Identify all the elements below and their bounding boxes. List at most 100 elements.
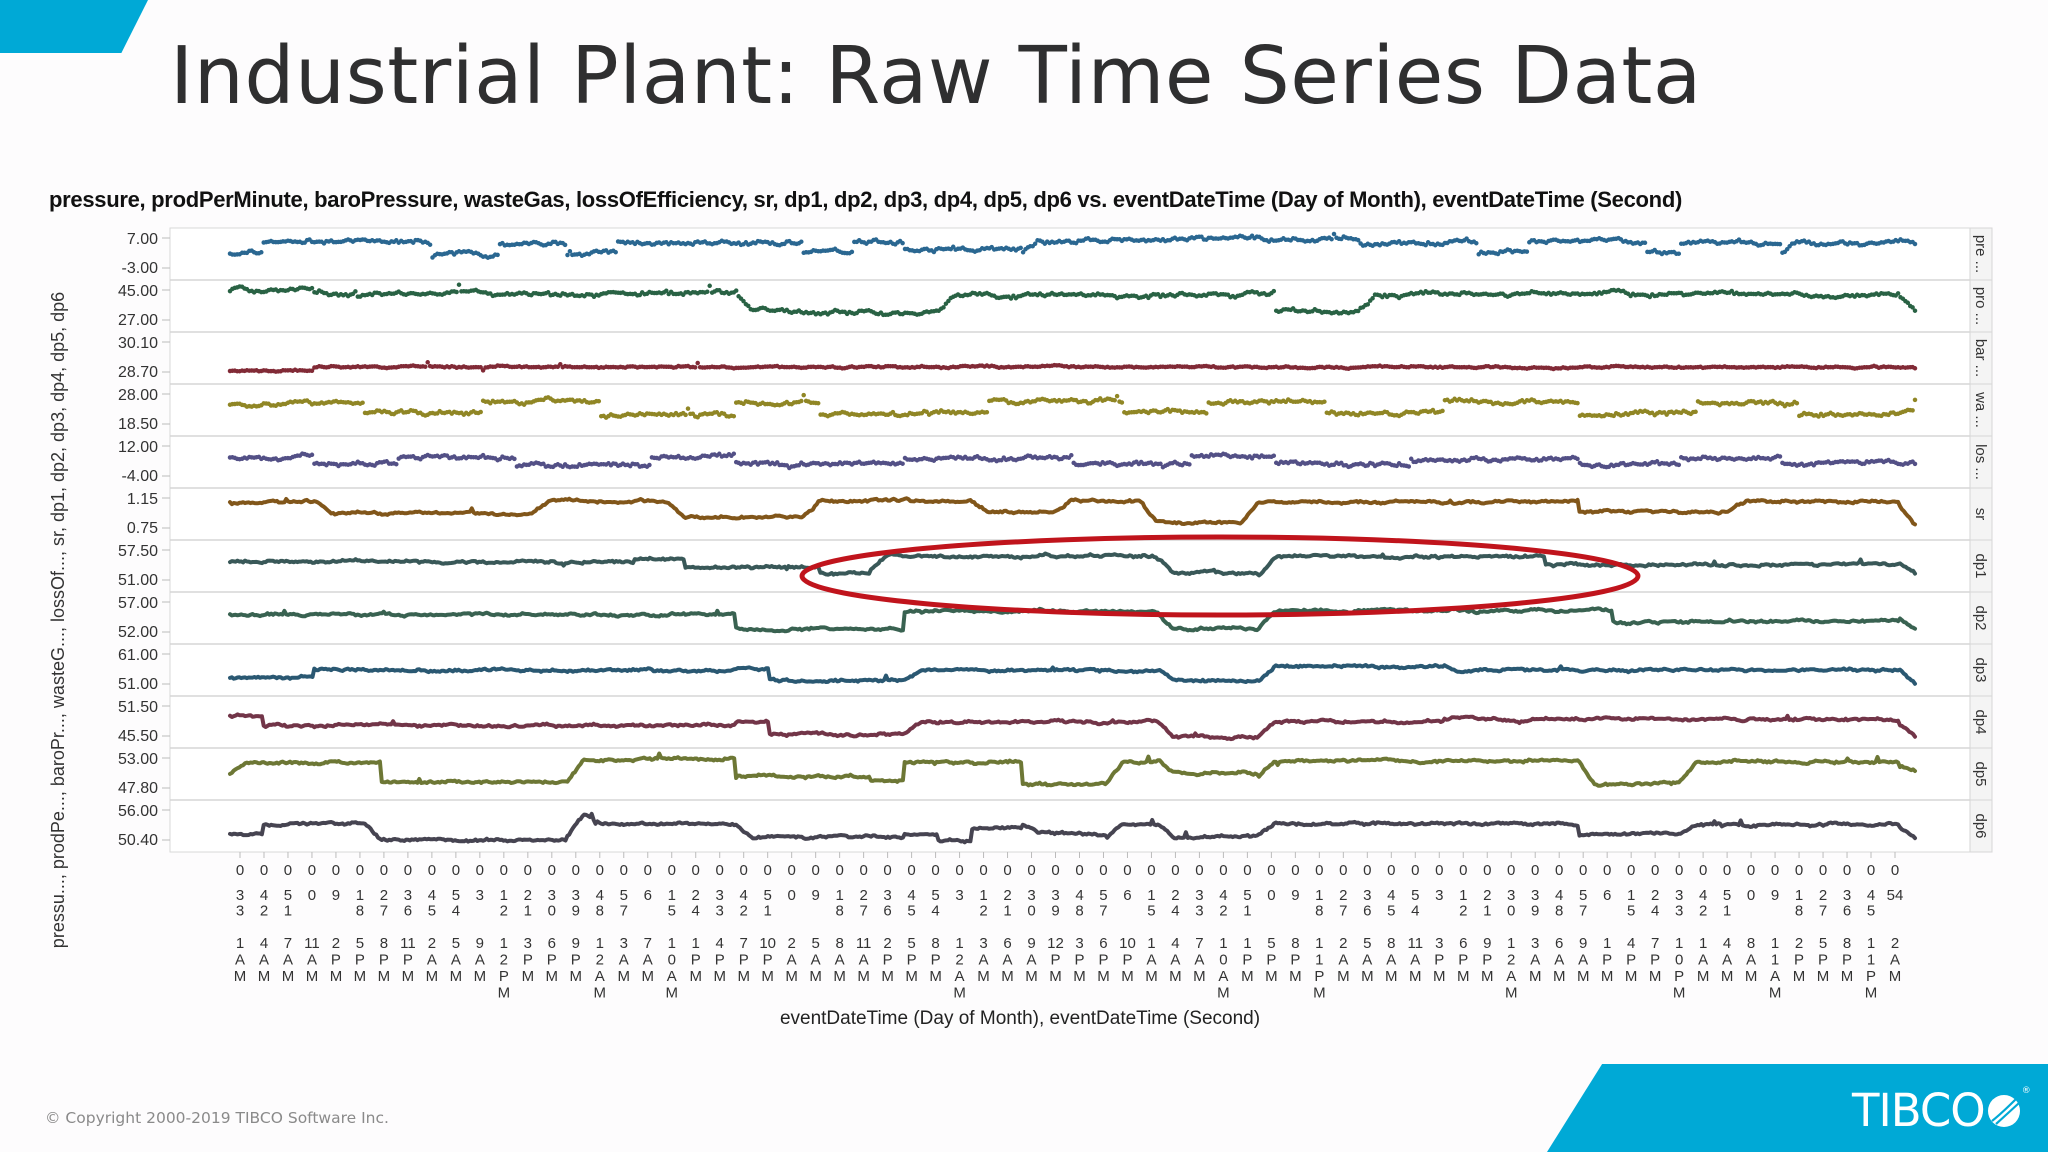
svg-text:A: A bbox=[475, 952, 485, 969]
svg-text:51.00: 51.00 bbox=[118, 676, 158, 693]
svg-text:-4.00: -4.00 bbox=[122, 468, 159, 485]
svg-text:5: 5 bbox=[1267, 935, 1275, 952]
svg-text:0: 0 bbox=[787, 862, 795, 879]
svg-text:M: M bbox=[1793, 968, 1806, 985]
svg-text:5: 5 bbox=[907, 903, 915, 920]
svg-text:0: 0 bbox=[332, 862, 340, 879]
svg-text:0: 0 bbox=[1843, 862, 1851, 879]
svg-text:8: 8 bbox=[1315, 903, 1323, 920]
svg-text:M: M bbox=[929, 968, 942, 985]
svg-text:5: 5 bbox=[907, 935, 915, 952]
svg-text:7: 7 bbox=[380, 903, 388, 920]
svg-text:0: 0 bbox=[668, 952, 676, 969]
svg-text:3: 3 bbox=[716, 903, 724, 920]
svg-text:10: 10 bbox=[759, 935, 776, 952]
svg-text:0: 0 bbox=[1651, 862, 1659, 879]
svg-text:0: 0 bbox=[452, 862, 460, 879]
svg-text:0: 0 bbox=[1675, 862, 1683, 879]
svg-text:4: 4 bbox=[260, 887, 268, 904]
svg-text:A: A bbox=[1578, 952, 1588, 969]
svg-text:M: M bbox=[953, 985, 966, 1002]
svg-text:0: 0 bbox=[1147, 862, 1155, 879]
svg-text:M: M bbox=[1289, 968, 1302, 985]
series-wasteGas bbox=[227, 392, 1918, 420]
svg-text:M: M bbox=[1265, 968, 1278, 985]
panel-dp5: 53.00 47.80 dp5 bbox=[118, 747, 1993, 801]
panel-dp4: 51.50 45.50 dp4 bbox=[118, 695, 1993, 749]
series-dp4 bbox=[228, 712, 1917, 742]
svg-text:A: A bbox=[1410, 952, 1420, 969]
svg-text:M: M bbox=[306, 968, 319, 985]
svg-text:0: 0 bbox=[1315, 862, 1323, 879]
svg-text:dp1: dp1 bbox=[1972, 553, 1989, 578]
svg-text:0: 0 bbox=[1459, 862, 1467, 879]
svg-text:M: M bbox=[546, 968, 559, 985]
svg-text:54: 54 bbox=[1887, 887, 1904, 904]
svg-text:1: 1 bbox=[1699, 935, 1707, 952]
svg-text:1: 1 bbox=[500, 887, 508, 904]
svg-text:1: 1 bbox=[1723, 903, 1731, 920]
svg-text:M: M bbox=[1745, 968, 1758, 985]
svg-text:0: 0 bbox=[1699, 862, 1707, 879]
svg-text:2: 2 bbox=[1507, 952, 1515, 969]
svg-text:0: 0 bbox=[1531, 862, 1539, 879]
svg-text:0: 0 bbox=[236, 862, 244, 879]
svg-text:2: 2 bbox=[1219, 903, 1227, 920]
svg-text:bar ...: bar ... bbox=[1972, 339, 1989, 377]
svg-text:0: 0 bbox=[404, 862, 412, 879]
svg-text:P: P bbox=[1794, 952, 1804, 969]
svg-text:0: 0 bbox=[764, 862, 772, 879]
bottom-right-accent-shape bbox=[1547, 1064, 2048, 1152]
svg-text:2: 2 bbox=[787, 935, 795, 952]
svg-text:4: 4 bbox=[452, 903, 460, 920]
svg-text:P: P bbox=[1098, 952, 1108, 969]
svg-text:7.00: 7.00 bbox=[127, 231, 158, 248]
svg-text:0: 0 bbox=[1339, 862, 1347, 879]
svg-text:P: P bbox=[1602, 952, 1612, 969]
svg-text:0: 0 bbox=[500, 862, 508, 879]
svg-text:18.50: 18.50 bbox=[118, 416, 158, 433]
panel-wasteGas: 28.00 18.50 wa ... bbox=[118, 383, 1993, 437]
svg-text:A: A bbox=[307, 952, 317, 969]
svg-text:0: 0 bbox=[1675, 952, 1683, 969]
svg-text:A: A bbox=[619, 952, 629, 969]
svg-text:0: 0 bbox=[1171, 862, 1179, 879]
svg-text:4: 4 bbox=[692, 903, 700, 920]
svg-text:1: 1 bbox=[356, 887, 364, 904]
svg-text:2: 2 bbox=[428, 935, 436, 952]
svg-text:1: 1 bbox=[500, 935, 508, 952]
svg-text:1: 1 bbox=[1315, 952, 1323, 969]
svg-text:P: P bbox=[1458, 952, 1468, 969]
svg-text:2: 2 bbox=[1891, 935, 1899, 952]
svg-text:P: P bbox=[403, 952, 413, 969]
svg-text:P: P bbox=[1122, 952, 1132, 969]
svg-text:2: 2 bbox=[1459, 903, 1467, 920]
svg-text:dp3: dp3 bbox=[1972, 657, 1989, 682]
svg-text:1: 1 bbox=[1507, 935, 1515, 952]
svg-text:6: 6 bbox=[1459, 935, 1467, 952]
svg-text:P: P bbox=[571, 952, 581, 969]
svg-text:0: 0 bbox=[356, 862, 364, 879]
svg-text:P: P bbox=[1842, 952, 1852, 969]
svg-text:0: 0 bbox=[1027, 903, 1035, 920]
svg-text:2: 2 bbox=[692, 887, 700, 904]
svg-text:0: 0 bbox=[1747, 862, 1755, 879]
svg-text:2: 2 bbox=[883, 935, 891, 952]
svg-text:0: 0 bbox=[1219, 952, 1227, 969]
svg-text:6: 6 bbox=[404, 903, 412, 920]
svg-text:1: 1 bbox=[1219, 935, 1227, 952]
svg-text:5: 5 bbox=[1411, 887, 1419, 904]
svg-text:4: 4 bbox=[740, 887, 748, 904]
svg-text:3: 3 bbox=[1675, 903, 1683, 920]
svg-text:8: 8 bbox=[1843, 935, 1851, 952]
svg-text:0: 0 bbox=[1243, 862, 1251, 879]
svg-text:3: 3 bbox=[883, 887, 891, 904]
svg-text:A: A bbox=[1698, 952, 1708, 969]
svg-text:P: P bbox=[355, 952, 365, 969]
svg-text:9: 9 bbox=[1027, 935, 1035, 952]
svg-text:5: 5 bbox=[1363, 935, 1371, 952]
svg-text:P: P bbox=[907, 952, 917, 969]
series-dp6 bbox=[228, 811, 1917, 845]
svg-text:56.00: 56.00 bbox=[118, 803, 158, 820]
